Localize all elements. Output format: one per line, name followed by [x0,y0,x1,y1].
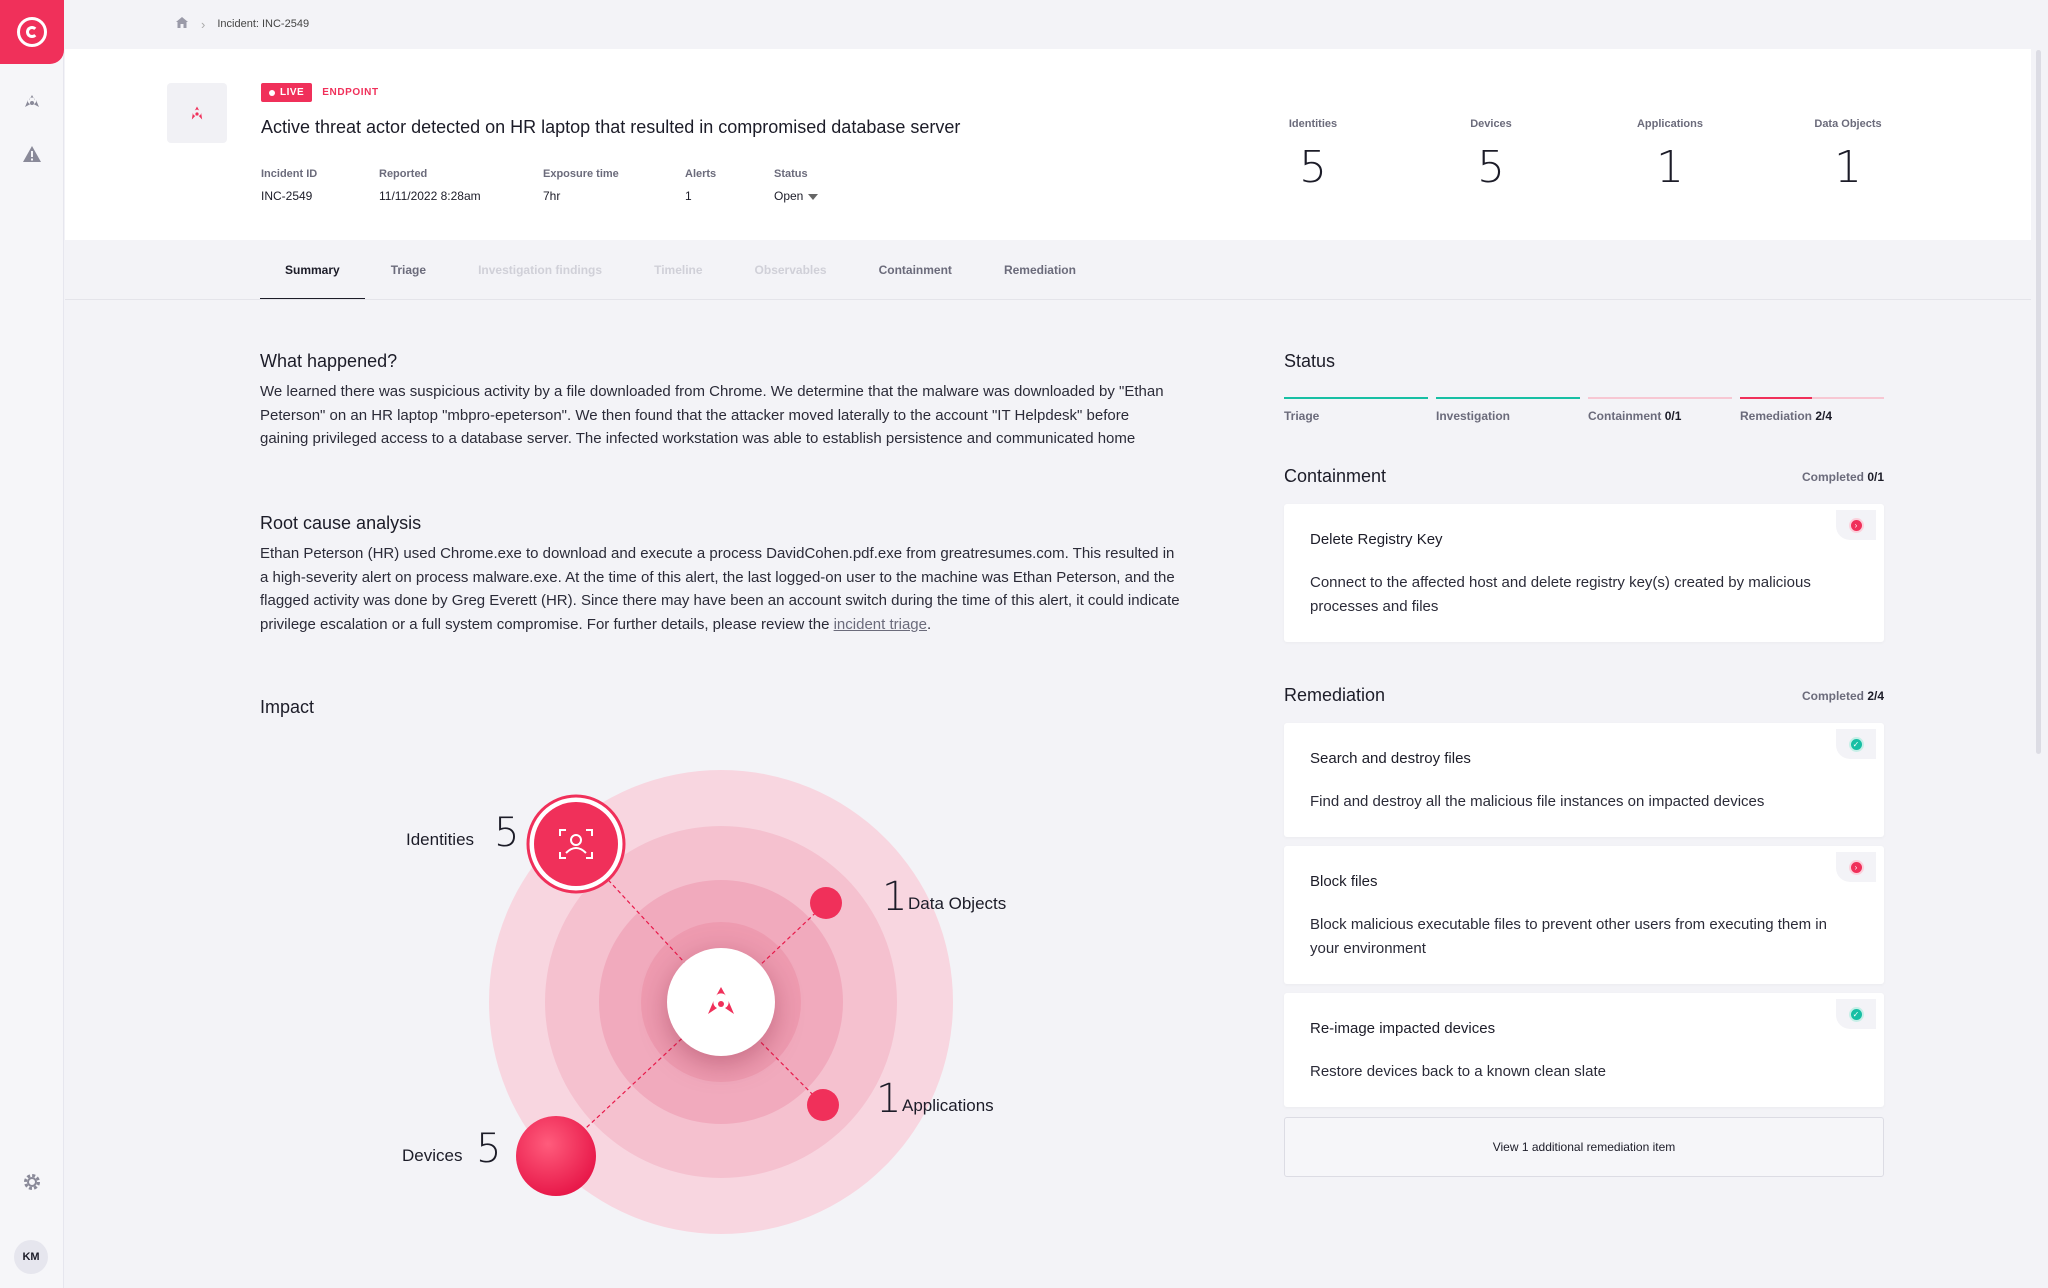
incomplete-icon: › [1848,859,1864,875]
incomplete-icon: › [1848,517,1864,533]
scrollbar[interactable] [2036,50,2041,754]
settings-gear-icon[interactable] [19,1172,45,1198]
breadcrumb: › Incident: INC-2549 [175,14,309,34]
step-triage-label: Triage [1284,409,1320,423]
check-icon: ✓ [1848,1006,1864,1022]
root-cause-text: Ethan Peterson (HR) used Chrome.exe to d… [260,545,1180,633]
status-indicator: ✓ [1836,999,1876,1029]
applications-count: 1 [876,1076,902,1122]
tab-remediation[interactable]: Remediation [1003,263,1076,277]
identities-label: Identities [406,830,475,849]
containment-heading: Containment [1284,466,1387,486]
meta-status: Status Open [774,168,819,203]
remediation-completed: Completed 2/4 [1801,689,1884,703]
stat-devices: Devices 5 [1470,118,1512,193]
tab-containment[interactable]: Containment [878,263,952,277]
stat-identities: Identities 5 [1288,118,1338,193]
remediation-card[interactable]: Block files Block malicious executable f… [1284,846,1884,984]
incident-type-label: ENDPOINT [322,87,379,98]
containment-card[interactable]: Delete Registry Key Connect to the affec… [1284,504,1884,642]
card-description: Find and destroy all the malicious file … [1310,793,1765,810]
remediation-card[interactable]: Re-image impacted devices Restore device… [1284,993,1884,1107]
incident-triage-link[interactable]: incident triage [833,615,927,633]
progress-containment [1588,397,1732,399]
home-icon[interactable] [175,16,189,32]
card-description: Block malicious executable files to prev… [1310,916,1827,957]
devices-label: Devices [402,1146,463,1165]
tab-investigation-findings: Investigation findings [478,263,603,277]
containment-completed: Completed 0/1 [1801,470,1884,484]
card-description: Connect to the affected host and delete … [1310,574,1811,615]
remediation-card[interactable]: Search and destroy files Find and destro… [1284,723,1884,837]
step-containment-label: Containment 0/1 [1588,409,1682,423]
stat-data-objects: Data Objects 1 [1814,118,1882,193]
radiation-icon[interactable] [19,91,45,117]
applications-node[interactable] [807,1089,839,1121]
data-objects-label: Data Objects [908,894,1007,913]
tab-observables: Observables [754,263,827,277]
live-badge: LIVE [261,83,313,102]
stat-applications: Applications 1 [1636,118,1703,193]
tab-triage[interactable]: Triage [390,263,427,277]
meta-incident-id: Incident ID INC-2549 [261,168,318,203]
alert-triangle-icon[interactable] [19,143,45,169]
status-indicator: › [1836,510,1876,540]
incident-header: LIVE ENDPOINT Active threat actor detect… [65,49,2031,240]
incident-title: Active threat actor detected on HR lapto… [261,117,961,137]
card-description: Restore devices back to a known clean sl… [1310,1063,1606,1080]
progress-investigation [1436,397,1580,399]
card-title: Block files [1310,873,1378,890]
what-happened-text: We learned there was suspicious activity… [260,383,1164,447]
progress-remediation [1740,397,1884,399]
devices-count: 5 [476,1126,502,1172]
tab-timeline: Timeline [654,263,703,277]
devices-node[interactable] [516,1116,596,1196]
app-logo[interactable] [0,0,64,64]
breadcrumb-current: Incident: INC-2549 [217,18,310,30]
meta-exposure-time: Exposure time 7hr [543,168,619,203]
radiation-center-icon [708,987,734,1014]
status-dropdown[interactable]: Open [774,189,819,203]
step-investigation-label: Investigation [1436,409,1511,423]
remediation-heading: Remediation [1284,685,1386,705]
data-objects-node[interactable] [810,887,842,919]
meta-reported: Reported 11/11/2022 8:28am [379,168,481,203]
applications-label: Applications [902,1096,994,1115]
view-more-remediation-button[interactable]: View 1 additional remediation item [1284,1117,1884,1177]
tab-bar: Summary Triage Investigation findings Ti… [260,240,1102,300]
impact-diagram: Identities 5 Data Objects 1 Applications… [380,740,1080,1260]
incident-type-icon [167,83,227,143]
tab-divider [65,299,2031,300]
data-objects-count: 1 [882,874,908,920]
user-avatar[interactable]: KM [14,1240,48,1274]
check-icon: ✓ [1848,736,1864,752]
chevron-down-icon [808,193,819,200]
impact-heading: Impact [260,697,315,717]
status-indicator: ✓ [1836,729,1876,759]
progress-triage [1284,397,1428,399]
card-title: Search and destroy files [1310,750,1471,767]
card-title: Re-image impacted devices [1310,1020,1496,1037]
identity-scan-icon [559,829,593,859]
card-title: Delete Registry Key [1310,531,1443,548]
what-happened-heading: What happened? [260,351,398,371]
status-indicator: › [1836,852,1876,882]
status-heading: Status [1284,351,1336,371]
identities-count: 5 [494,810,520,856]
tab-summary[interactable]: Summary [260,240,365,300]
meta-alerts: Alerts 1 [685,168,717,203]
chevron-right-icon: › [201,16,206,32]
root-cause-heading: Root cause analysis [260,513,422,533]
step-remediation-label: Remediation 2/4 [1740,409,1833,423]
sidebar: KM [0,0,64,1288]
